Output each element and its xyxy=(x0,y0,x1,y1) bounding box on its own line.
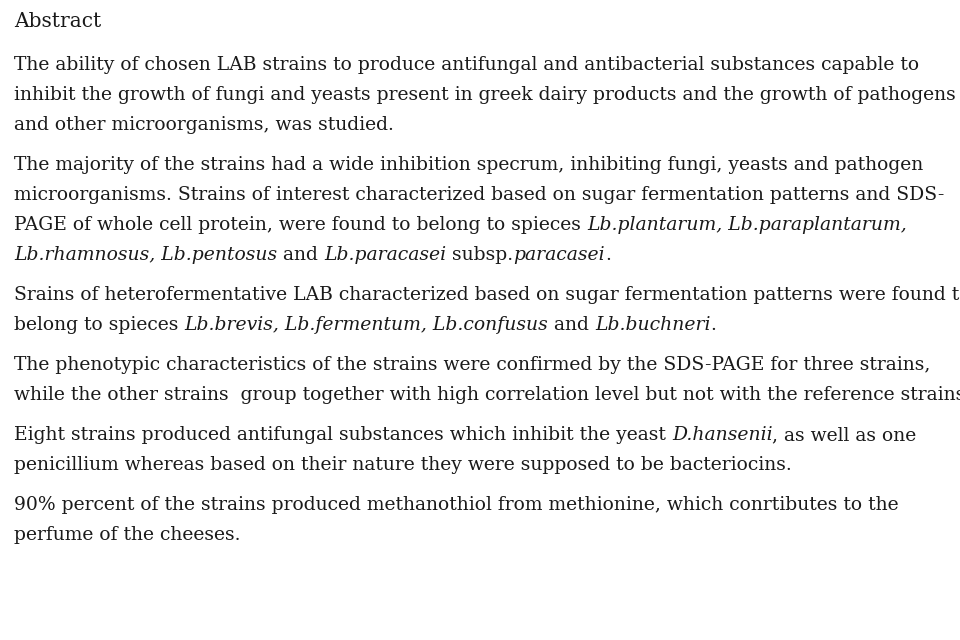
Text: and other microorganisms, was studied.: and other microorganisms, was studied. xyxy=(14,116,394,134)
Text: Eight strains produced antifungal substances which inhibit the yeast: Eight strains produced antifungal substa… xyxy=(14,426,672,444)
Text: PAGE of whole cell protein, were found to belong to spieces: PAGE of whole cell protein, were found t… xyxy=(14,216,587,234)
Text: 90% percent of the strains produced methanothiol from methionine, which conrtibu: 90% percent of the strains produced meth… xyxy=(14,496,899,514)
Text: Lb.plantarum, Lb.paraplantarum,: Lb.plantarum, Lb.paraplantarum, xyxy=(587,216,906,234)
Text: The majority of the strains had a wide inhibition specrum, inhibiting fungi, yea: The majority of the strains had a wide i… xyxy=(14,156,924,174)
Text: while the other strains  group together with high correlation level but not with: while the other strains group together w… xyxy=(14,386,960,404)
Text: Lb.buchneri: Lb.buchneri xyxy=(595,316,710,334)
Text: subsp.: subsp. xyxy=(446,246,514,264)
Text: belong to spieces: belong to spieces xyxy=(14,316,184,334)
Text: .: . xyxy=(710,316,716,334)
Text: Srains of heterofermentative LAB characterized based on sugar fermentation patte: Srains of heterofermentative LAB charact… xyxy=(14,286,960,304)
Text: , as well as one: , as well as one xyxy=(773,426,917,444)
Text: The ability of chosen LAB strains to produce antifungal and antibacterial substa: The ability of chosen LAB strains to pro… xyxy=(14,56,919,74)
Text: Lb.rhamnosus, Lb.pentosus: Lb.rhamnosus, Lb.pentosus xyxy=(14,246,277,264)
Text: .: . xyxy=(605,246,611,264)
Text: penicillium whereas based on their nature they were supposed to be bacteriocins.: penicillium whereas based on their natur… xyxy=(14,456,792,474)
Text: D.hansenii: D.hansenii xyxy=(672,426,773,444)
Text: and: and xyxy=(277,246,324,264)
Text: microorganisms. Strains of interest characterized based on sugar fermentation pa: microorganisms. Strains of interest char… xyxy=(14,186,945,204)
Text: Lb.brevis, Lb.fermentum, Lb.confusus: Lb.brevis, Lb.fermentum, Lb.confusus xyxy=(184,316,548,334)
Text: inhibit the growth of fungi and yeasts present in greek dairy products and the g: inhibit the growth of fungi and yeasts p… xyxy=(14,86,956,104)
Text: paracasei: paracasei xyxy=(514,246,605,264)
Text: and: and xyxy=(548,316,595,334)
Text: Lb.paracasei: Lb.paracasei xyxy=(324,246,446,264)
Text: perfume of the cheeses.: perfume of the cheeses. xyxy=(14,526,241,544)
Text: The phenotypic characteristics of the strains were confirmed by the SDS-PAGE for: The phenotypic characteristics of the st… xyxy=(14,356,930,374)
Text: Abstract: Abstract xyxy=(14,12,101,31)
